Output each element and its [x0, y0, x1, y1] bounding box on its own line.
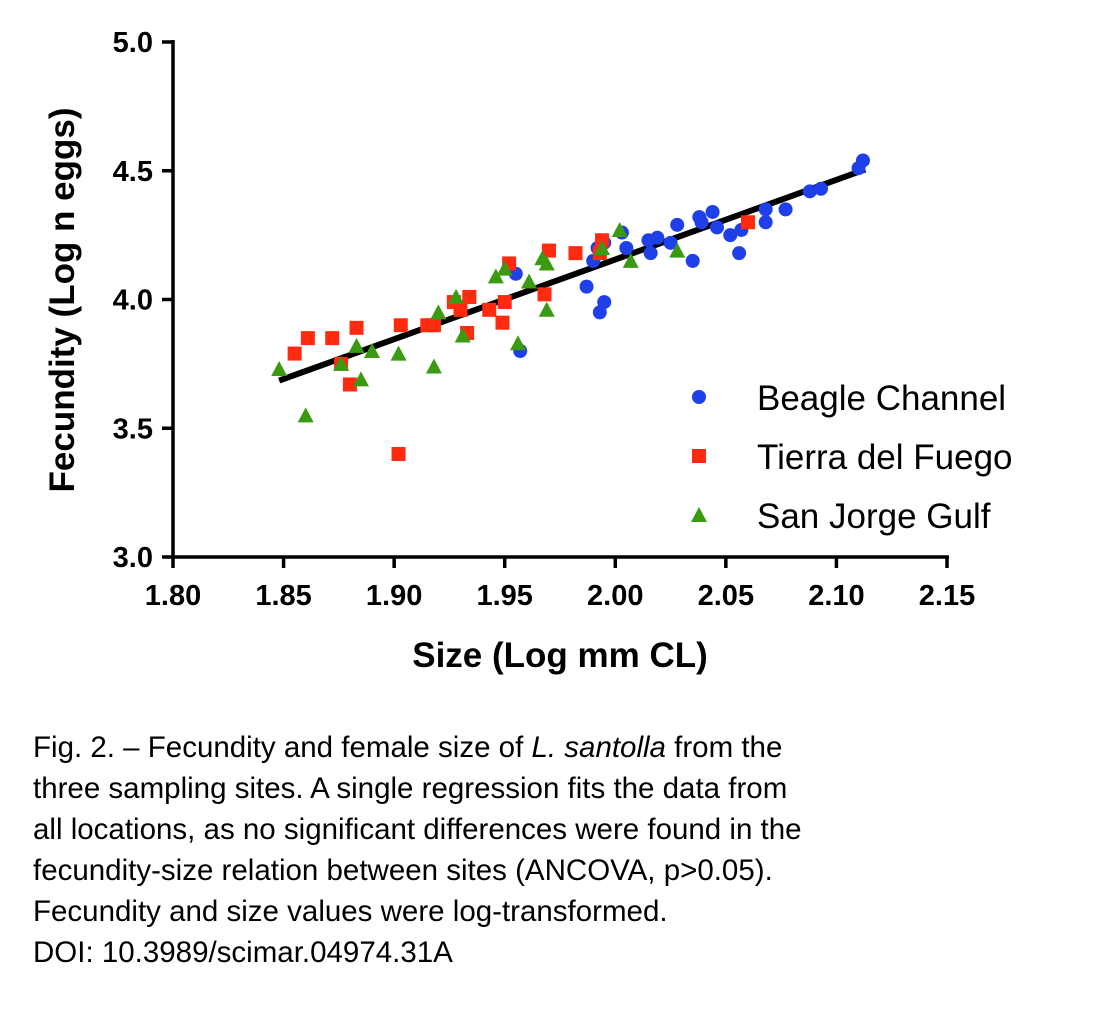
x-axis-title: Size (Log mm CL) — [412, 636, 708, 675]
caption-line-1-end: from the — [665, 731, 783, 764]
legend-marker-tierra-del-fuego — [692, 449, 706, 463]
x-tick-label: 1.80 — [145, 580, 201, 612]
beagle-channel-point — [710, 220, 725, 235]
beagle-channel-point — [732, 246, 747, 261]
san-jorge-gulf-point — [594, 240, 611, 255]
regression-line-group — [278, 166, 867, 384]
regression-line — [278, 166, 867, 384]
tierra-del-fuego-point — [740, 215, 755, 230]
tierra-del-fuego-point — [453, 302, 468, 317]
legend-marker-beagle-channel — [692, 390, 706, 404]
legend-label-tierra-del-fuego: Tierra del Fuego — [757, 438, 1013, 477]
caption-line-1-start: Fig. 2. – Fecundity and female size of — [33, 731, 532, 764]
beagle-channel-point — [650, 230, 665, 245]
x-tick-label: 1.85 — [255, 580, 311, 612]
tierra-del-fuego-point — [495, 315, 510, 330]
beagle-channel-point — [723, 228, 738, 243]
beagle-channel-point — [597, 295, 612, 310]
x-tick-label: 2.00 — [587, 580, 643, 612]
x-tick-label: 2.10 — [808, 580, 864, 612]
tierra-del-fuego-point — [541, 243, 556, 258]
san-jorge-gulf-point — [622, 252, 639, 268]
tierra-del-fuego-point — [342, 377, 357, 392]
x-tick-label: 1.90 — [366, 580, 422, 612]
y-tick-label: 3.5 — [113, 413, 153, 445]
legend-label-beagle-channel: Beagle Channel — [757, 379, 1006, 418]
beagle-channel-point — [813, 181, 828, 196]
beagle-channel-point — [694, 215, 709, 230]
caption-doi: DOI: 10.3989/scimar.04974.31A — [33, 936, 453, 969]
beagle-channel-point — [643, 246, 658, 261]
tierra-del-fuego-point — [537, 287, 552, 302]
tierra-del-fuego-point — [349, 320, 364, 335]
san-jorge-gulf-point — [297, 407, 314, 423]
beagle-channel-point — [855, 153, 870, 168]
fecundity-size-scatter-chart: 1.80 1.85 1.90 1.95 2.00 2.05 2.10 2.15 3.0 3.5 4.… — [43, 27, 1013, 675]
tierra-del-fuego-point — [287, 346, 302, 361]
san-jorge-gulf-point — [611, 221, 628, 237]
caption-line-5: Fecundity and size values were log-trans… — [33, 895, 668, 928]
beagle-channel-point — [758, 202, 773, 217]
tierra-del-fuego-point — [482, 302, 497, 317]
legend-marker-san-jorge-gulf — [691, 507, 707, 522]
caption-line-2: three sampling sites. A single regressio… — [33, 772, 788, 805]
san-jorge-gulf-point — [333, 355, 350, 371]
caption-line-3: all locations, as no significant differe… — [33, 813, 802, 846]
beagle-channel-point — [758, 215, 773, 230]
x-tick-label: 1.95 — [476, 580, 532, 612]
san-jorge-gulf-point — [425, 358, 442, 374]
y-axis-title: Fecundity (Log n eggs) — [43, 108, 82, 493]
x-tick-label: 2.15 — [919, 580, 975, 612]
san-jorge-gulf-point — [348, 337, 365, 353]
san-jorge-gulf-point — [352, 371, 369, 387]
san-jorge-gulf-point — [509, 335, 526, 351]
beagle-channel-point — [802, 184, 817, 199]
tierra-del-fuego-point — [462, 289, 477, 304]
y-tick-label: 5.0 — [113, 27, 153, 59]
axes: 1.80 1.85 1.90 1.95 2.00 2.05 2.10 2.15 3.0 3.5 4.… — [113, 27, 976, 612]
san-jorge-gulf-point — [496, 260, 513, 276]
x-tick-label: 2.05 — [698, 580, 754, 612]
san-jorge-gulf-point — [454, 327, 471, 343]
san-jorge-gulf-point — [448, 288, 465, 304]
beagle-channel-point — [778, 202, 793, 217]
data-points — [271, 153, 870, 461]
legend: Beagle Channel Tierra del Fuego San Jorge … — [691, 379, 1013, 536]
figure-caption: Fig. 2. – Fecundity and female size of L… — [33, 727, 1083, 973]
beagle-channel-point — [663, 235, 678, 250]
y-tick-label: 3.0 — [113, 542, 153, 574]
san-jorge-gulf-point — [271, 361, 288, 377]
beagle-channel-point — [619, 241, 634, 255]
tierra-del-fuego-point — [300, 331, 315, 346]
san-jorge-gulf-point — [364, 343, 381, 358]
beagle-channel-point — [685, 253, 700, 268]
tierra-del-fuego-point — [325, 331, 340, 346]
y-tick-label: 4.0 — [113, 285, 153, 317]
caption-line-1: Fig. 2. – Fecundity and female size of L… — [33, 727, 1083, 768]
tierra-del-fuego-point — [497, 295, 512, 310]
san-jorge-gulf-point — [669, 242, 686, 258]
tierra-del-fuego-point — [426, 318, 441, 333]
caption-line-4: fecundity-size relation between sites (A… — [33, 854, 773, 887]
san-jorge-gulf-point — [390, 345, 407, 361]
tierra-del-fuego-point — [568, 246, 583, 261]
tierra-del-fuego-point — [391, 447, 406, 461]
san-jorge-gulf-point — [487, 268, 504, 284]
beagle-channel-point — [579, 279, 594, 294]
legend-label-san-jorge-gulf: San Jorge Gulf — [757, 497, 991, 536]
tierra-del-fuego-point — [393, 318, 408, 333]
san-jorge-gulf-point — [430, 304, 447, 320]
beagle-channel-point — [670, 217, 685, 232]
beagle-channel-point — [705, 204, 720, 219]
san-jorge-gulf-point — [538, 301, 555, 317]
y-tick-label: 4.5 — [113, 156, 153, 188]
san-jorge-gulf-point — [521, 273, 538, 289]
san-jorge-gulf-point — [538, 255, 555, 271]
species-name: L. santolla — [531, 731, 666, 764]
